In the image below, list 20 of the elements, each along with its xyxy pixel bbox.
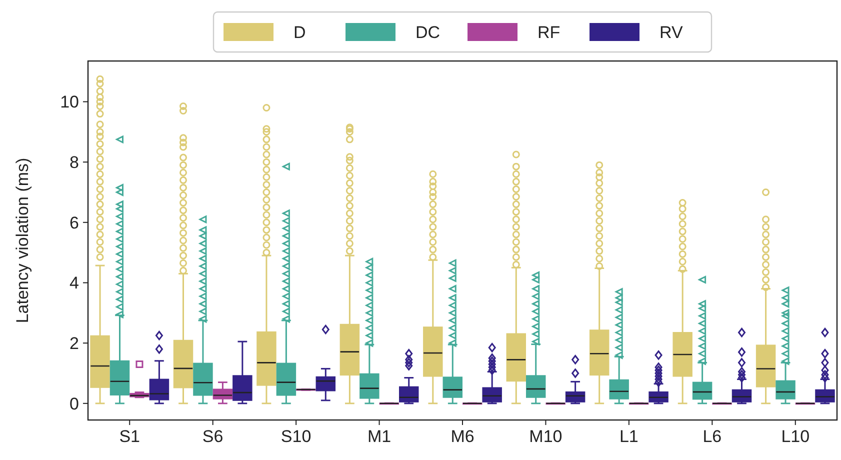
y-tick-label: 8 <box>70 153 79 172</box>
x-tick-label: S1 <box>119 427 140 446</box>
x-tick-label: S6 <box>202 427 224 446</box>
legend-label: RF <box>538 22 560 42</box>
y-tick-label: 2 <box>70 334 79 354</box>
x-tick-label: L6 <box>702 427 722 446</box>
x-tick-label: L10 <box>781 427 810 446</box>
y-tick-label: 10 <box>60 92 79 112</box>
x-tick-label: M10 <box>529 427 562 446</box>
legend-label: D <box>294 22 306 42</box>
x-tick-label: L1 <box>619 427 638 446</box>
y-tick-label: 6 <box>70 213 79 232</box>
x-tick-label: M1 <box>367 427 392 446</box>
x-tick-label: M6 <box>450 427 474 446</box>
y-tick-label: 4 <box>70 274 79 293</box>
legend-label: DC <box>416 22 440 42</box>
legend-label: RV <box>660 22 684 42</box>
x-tick-label: S10 <box>280 427 312 446</box>
y-axis-title: Latency violation (ms) <box>13 158 32 324</box>
y-tick-label: 0 <box>70 394 79 414</box>
